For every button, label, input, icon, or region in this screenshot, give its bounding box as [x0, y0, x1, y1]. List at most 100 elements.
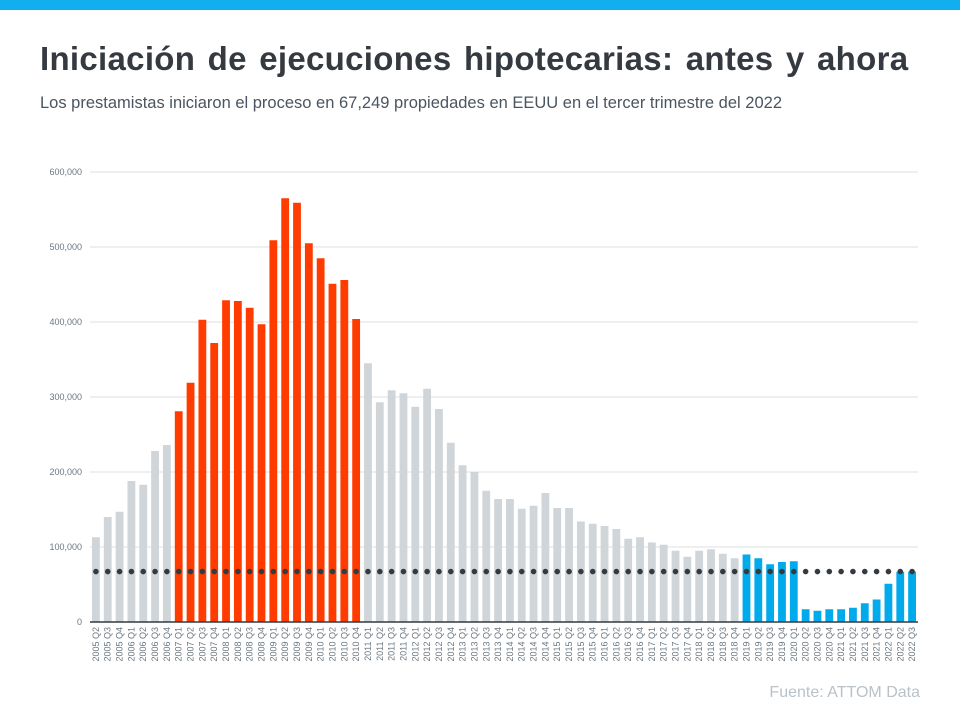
page-title: Iniciación de ejecuciones hipotecarias: … [40, 40, 909, 77]
x-tick-label: 2013 Q2 [469, 627, 479, 662]
bar [328, 283, 337, 622]
bar [825, 609, 834, 622]
reference-dot [885, 568, 892, 575]
bar [624, 538, 633, 622]
x-tick-label: 2021 Q4 [872, 627, 882, 662]
reference-dot [755, 568, 762, 575]
x-tick-label: 2017 Q4 [682, 627, 692, 662]
reference-dot [306, 568, 312, 575]
x-tick-label: 2020 Q4 [824, 627, 834, 662]
reference-dot [223, 568, 229, 575]
y-tick-label: 400,000 [49, 317, 82, 327]
bar [139, 484, 148, 622]
reference-dot [708, 568, 714, 575]
bar [494, 499, 502, 622]
x-tick-label: 2006 Q2 [138, 627, 148, 662]
bar [766, 564, 775, 622]
x-tick-label: 2022 Q2 [895, 627, 905, 662]
reference-dot [459, 568, 466, 575]
reference-dot [897, 568, 904, 575]
reference-dot [696, 568, 702, 575]
reference-dot [447, 568, 454, 575]
bar [612, 529, 621, 622]
x-tick-label: 2005 Q4 [115, 627, 125, 662]
x-tick-label: 2014 Q3 [529, 627, 539, 662]
x-tick-label: 2019 Q3 [765, 627, 775, 662]
bar [754, 558, 763, 622]
reference-dot [246, 568, 253, 575]
x-tick-label: 2010 Q4 [351, 627, 361, 662]
bar [92, 537, 100, 622]
bar [789, 561, 798, 622]
x-tick-label: 2006 Q4 [162, 627, 172, 662]
x-tick-label: 2016 Q2 [611, 627, 621, 662]
bar [647, 542, 656, 622]
x-tick-label: 2011 Q4 [398, 627, 408, 661]
reference-dot [507, 568, 513, 575]
bar [435, 409, 443, 622]
reference-dot [164, 568, 170, 575]
reference-dot [282, 568, 288, 575]
reference-dot [128, 568, 135, 575]
x-tick-label: 2014 Q1 [505, 627, 515, 662]
x-tick-label: 2009 Q2 [280, 627, 290, 662]
reference-dot [140, 568, 147, 575]
reference-dot [93, 568, 99, 575]
reference-dot [388, 568, 395, 575]
bar [304, 243, 313, 622]
x-tick-label: 2019 Q4 [777, 627, 787, 662]
x-tick-label: 2009 Q4 [304, 627, 314, 662]
y-tick-label: 600,000 [49, 167, 82, 177]
reference-dot [850, 568, 856, 575]
x-tick-label: 2020 Q3 [812, 627, 822, 662]
reference-dot [542, 568, 549, 575]
reference-dot [365, 568, 371, 575]
bar [636, 537, 644, 622]
reference-dot [377, 568, 383, 575]
bar [884, 583, 893, 622]
bar [506, 499, 514, 622]
x-tick-label: 2006 Q1 [126, 627, 136, 662]
bar [813, 610, 822, 622]
bar [446, 442, 455, 622]
bar [174, 411, 183, 622]
reference-dot [802, 568, 809, 575]
reference-dot [104, 568, 111, 575]
y-tick-label: 500,000 [49, 242, 82, 252]
x-tick-label: 2007 Q4 [209, 627, 219, 662]
bar [162, 445, 171, 622]
reference-dot [779, 568, 785, 575]
reference-dot [554, 568, 561, 575]
reference-dot [767, 568, 773, 575]
x-tick-label: 2013 Q1 [458, 627, 468, 662]
y-tick-label: 100,000 [49, 542, 82, 552]
bar [896, 571, 905, 622]
reference-dot [873, 568, 880, 575]
x-tick-label: 2005 Q3 [103, 627, 113, 662]
x-tick-label: 2015 Q1 [552, 627, 562, 662]
x-tick-label: 2008 Q3 [245, 627, 255, 662]
bar [458, 465, 467, 622]
bar [730, 558, 739, 622]
x-tick-label: 2007 Q1 [174, 627, 184, 662]
bar [257, 324, 266, 622]
reference-dot [187, 568, 194, 575]
x-tick-label: 2018 Q2 [706, 627, 716, 662]
bar [115, 511, 124, 622]
reference-dot [199, 568, 206, 575]
reference-dot [566, 568, 572, 575]
x-tick-label: 2017 Q2 [659, 627, 669, 662]
bar [186, 382, 195, 622]
x-tick-label: 2015 Q3 [576, 627, 586, 662]
reference-dot [258, 568, 265, 575]
bar [375, 402, 384, 622]
x-tick-label: 2012 Q1 [410, 627, 420, 662]
reference-dot [601, 568, 608, 575]
bar [659, 544, 668, 622]
reference-dot [720, 568, 726, 575]
bar [837, 609, 846, 622]
reference-dot [791, 568, 797, 575]
x-tick-label: 2011 Q3 [387, 627, 397, 661]
x-tick-label: 2018 Q4 [730, 627, 740, 662]
